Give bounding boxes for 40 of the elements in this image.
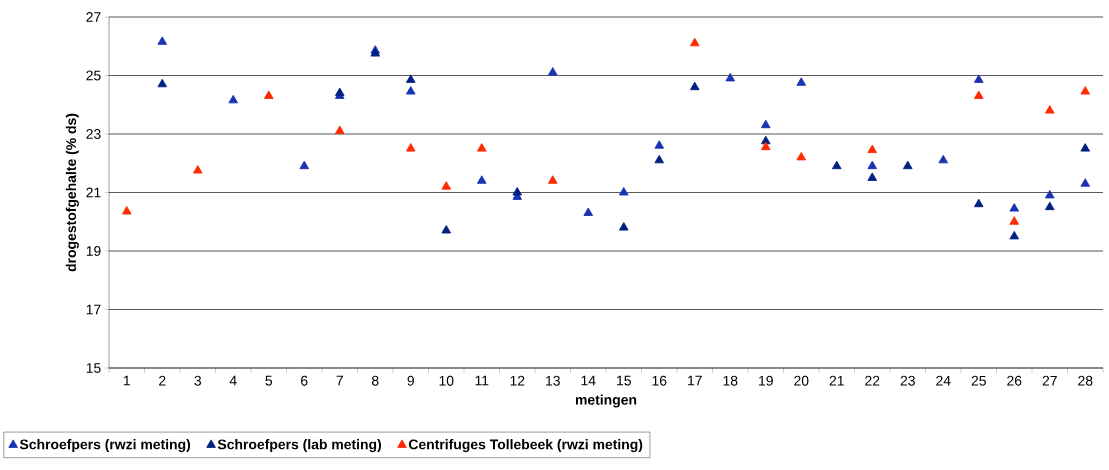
x-tick-label: 1 — [123, 375, 130, 386]
x-tick-label: 22 — [865, 375, 880, 386]
x-tick-label: 7 — [336, 375, 343, 386]
x-tick-label: 27 — [1042, 375, 1057, 386]
y-axis-title: drogestofgehalte (% ds) — [65, 113, 79, 272]
legend-label: Centrifuges Tollebeek (rwzi meting) — [408, 439, 643, 453]
x-tick-label: 26 — [1007, 375, 1022, 386]
x-tick-label: 10 — [439, 375, 454, 386]
x-tick-label: 12 — [510, 375, 525, 386]
x-tick-label: 3 — [194, 375, 202, 386]
y-tick-label: 23 — [86, 129, 101, 139]
x-tick-label: 28 — [1078, 375, 1093, 386]
x-tick-label: 20 — [794, 375, 809, 386]
legend-label: Schroefpers (lab meting) — [217, 439, 381, 453]
x-tick-label: 6 — [301, 375, 308, 386]
x-tick-label: 23 — [900, 375, 915, 386]
x-tick-label: 9 — [407, 375, 414, 386]
x-axis-title: metingen — [575, 394, 637, 408]
x-tick-label: 21 — [829, 375, 844, 386]
x-tick-label: 17 — [688, 375, 702, 386]
x-tick-label: 16 — [652, 375, 667, 386]
x-tick-label: 14 — [581, 375, 596, 386]
x-tick-label: 4 — [229, 375, 237, 386]
x-tick-label: 8 — [371, 375, 379, 386]
y-tick-label: 25 — [86, 70, 101, 81]
y-tick-label: 17 — [86, 304, 101, 315]
y-tick-label: 19 — [86, 246, 101, 256]
x-tick-label: 11 — [475, 375, 489, 386]
y-tick-label: 15 — [86, 363, 101, 373]
x-tick-label: 2 — [159, 375, 166, 386]
x-tick-label: 18 — [723, 375, 738, 386]
y-tick-label: 21 — [86, 187, 101, 198]
x-tick-label: 13 — [546, 375, 560, 386]
x-tick-label: 25 — [971, 375, 986, 386]
y-tick-label: 27 — [86, 12, 101, 22]
x-tick-label: 15 — [617, 375, 631, 386]
x-tick-label: 19 — [759, 375, 773, 386]
legend-label: Schroefpers (rwzi meting) — [19, 439, 191, 453]
x-tick-label: 24 — [936, 375, 951, 386]
x-tick-label: 5 — [265, 375, 273, 386]
